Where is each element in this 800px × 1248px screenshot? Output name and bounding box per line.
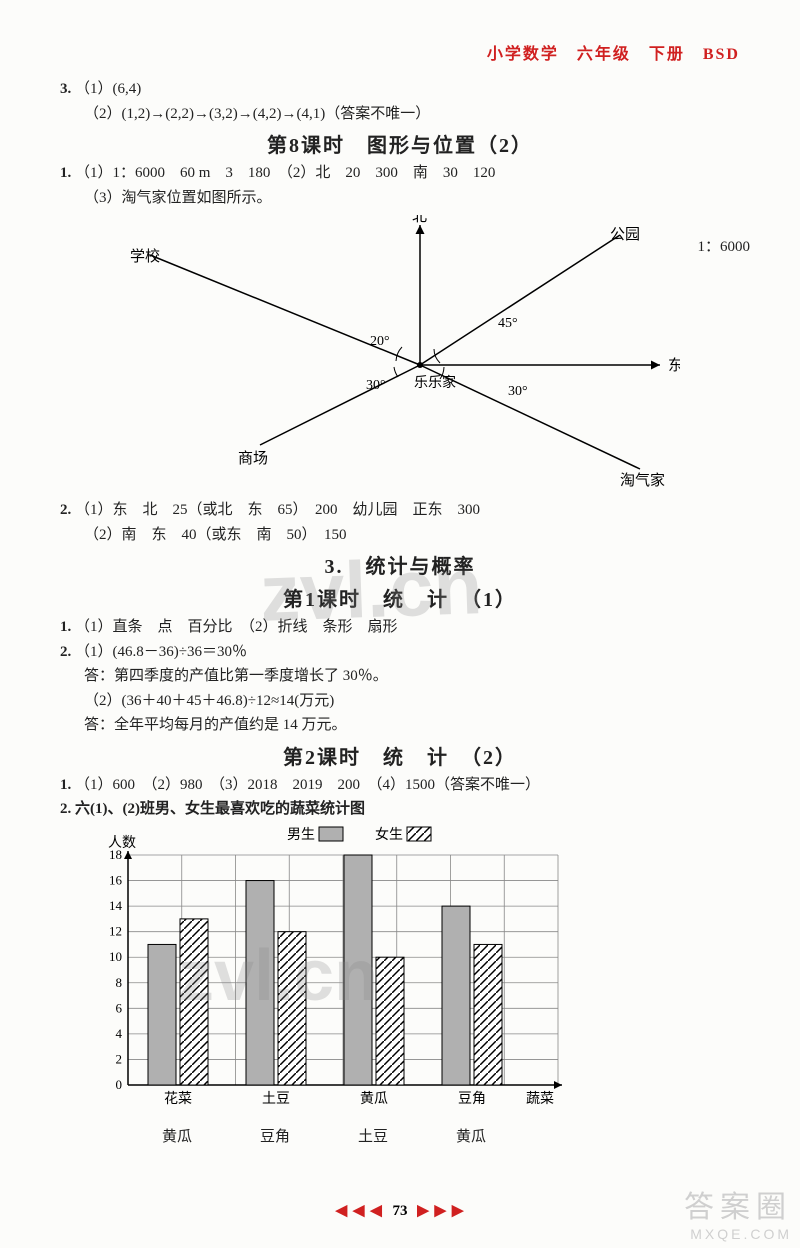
svg-text:北: 北 bbox=[412, 215, 427, 225]
diagram-scale: 1：6000 bbox=[697, 235, 750, 256]
q3-line1: 3. （1）(6,4) bbox=[60, 78, 740, 101]
s3l2-q1-num: 1. bbox=[60, 777, 71, 793]
svg-text:蔬菜: 蔬菜 bbox=[526, 1091, 554, 1107]
s3l1-q2-l4: 答：全年平均每月的产值约是 14 万元。 bbox=[60, 714, 740, 737]
l8-q1-text1: （1）1：6000 60 m 3 180 （2）北 20 300 南 30 12… bbox=[75, 165, 495, 181]
l8-q2-num: 2. bbox=[60, 502, 71, 518]
svg-text:14: 14 bbox=[109, 898, 123, 913]
page-root: 小学数学 六年级 下册 BSD 3. （1）(6,4) （2）(1,2)→(2,… bbox=[0, 0, 800, 1248]
s3l1-q1-num: 1. bbox=[60, 619, 71, 635]
q3-text1: （1）(6,4) bbox=[75, 81, 141, 97]
svg-text:公园: 公园 bbox=[610, 226, 640, 243]
page-header: 小学数学 六年级 下册 BSD bbox=[60, 40, 740, 64]
page-footer: ◀ ◀ ◀ 73 ▶ ▶ ▶ bbox=[0, 1201, 800, 1220]
svg-text:30°: 30° bbox=[366, 378, 386, 393]
s3l2-q2-header: 2. 六(1)、(2)班男、女生最喜欢吃的蔬菜统计图 bbox=[60, 798, 740, 821]
svg-text:45°: 45° bbox=[498, 316, 518, 331]
svg-text:0: 0 bbox=[116, 1077, 123, 1092]
svg-text:黄瓜: 黄瓜 bbox=[360, 1090, 388, 1107]
s3l2-q1-text: （1）600 （2）980 （3）2018 2019 200 （4）1500（答… bbox=[75, 777, 540, 793]
l8-q1-num: 1. bbox=[60, 165, 71, 181]
l8-q2-line2: （2）南 东 40（或东 南 50） 150 bbox=[60, 524, 740, 547]
footer-right-arrows: ▶ ▶ ▶ bbox=[417, 1203, 464, 1219]
svg-text:商场: 商场 bbox=[238, 450, 268, 467]
l8-q1-line1: 1. （1）1：6000 60 m 3 180 （2）北 20 300 南 30… bbox=[60, 162, 740, 185]
svg-text:女生: 女生 bbox=[375, 826, 403, 843]
l8-q1-line2: （3）淘气家位置如图所示。 bbox=[60, 187, 740, 210]
svg-text:30°: 30° bbox=[508, 384, 528, 399]
diagram-svg: 学校 公园东 北商场淘气家 乐乐家 20° 30° 45° 30° bbox=[120, 215, 680, 495]
section3-title: 3. 统计与概率 bbox=[60, 550, 740, 579]
s3l1-q2-l2: 答：第四季度的产值比第一季度增长了 30％。 bbox=[60, 665, 740, 688]
chart-title: 六(1)、(2)班男、女生最喜欢吃的蔬菜统计图 bbox=[75, 801, 365, 817]
svg-text:12: 12 bbox=[109, 923, 122, 938]
chart-categories-line2: 黄瓜豆角土豆黄瓜 bbox=[128, 1125, 740, 1146]
svg-text:人数: 人数 bbox=[108, 835, 136, 851]
q3-line2: （2）(1,2)→(2,2)→(3,2)→(4,2)→(4,1)（答案不唯一） bbox=[60, 103, 740, 126]
svg-text:20°: 20° bbox=[370, 334, 390, 349]
svg-text:4: 4 bbox=[116, 1025, 123, 1040]
lesson2-title: 第2课时 统 计 （2） bbox=[60, 741, 740, 770]
svg-text:乐乐家: 乐乐家 bbox=[414, 374, 456, 391]
lesson1-title: 第1课时 统 计 （1） bbox=[60, 583, 740, 612]
corner-watermark: 答案圈 MXQE.COM bbox=[684, 1182, 792, 1242]
footer-pagenum: 73 bbox=[393, 1203, 408, 1219]
svg-text:男生: 男生 bbox=[287, 827, 315, 843]
s3l1-q1: 1. （1）直条 点 百分比 （2）折线 条形 扇形 bbox=[60, 616, 740, 639]
svg-text:淘气家: 淘气家 bbox=[620, 472, 665, 489]
bar-chart: 024681012141618人数男生女生花菜土豆黄瓜豆角蔬菜 zvl.cn bbox=[88, 825, 568, 1125]
svg-text:花菜: 花菜 bbox=[164, 1091, 192, 1107]
s3l1-q2-num: 2. bbox=[60, 644, 71, 660]
compass-diagram: 1：6000 学校公园东北商场淘气家乐乐家20°30°45°30° bbox=[120, 215, 680, 495]
svg-text:8: 8 bbox=[116, 974, 123, 989]
s3l2-q2-num: 2. bbox=[60, 801, 71, 817]
svg-text:2: 2 bbox=[116, 1051, 123, 1066]
q3-num: 3. bbox=[60, 81, 71, 97]
svg-text:东: 东 bbox=[668, 357, 680, 374]
svg-text:学校: 学校 bbox=[130, 248, 160, 265]
l8-q2-line1: 2. （1）东 北 25（或北 东 65） 200 幼儿园 正东 300 bbox=[60, 499, 740, 522]
s3l1-q1-text: （1）直条 点 百分比 （2）折线 条形 扇形 bbox=[75, 619, 398, 635]
corner-wm-l1: 答案圈 bbox=[684, 1182, 792, 1226]
s3l2-q1: 1. （1）600 （2）980 （3）2018 2019 200 （4）150… bbox=[60, 774, 740, 797]
svg-text:豆角: 豆角 bbox=[458, 1091, 486, 1107]
l8-q2-text1: （1）东 北 25（或北 东 65） 200 幼儿园 正东 300 bbox=[75, 502, 480, 518]
lesson8-title: 第8课时 图形与位置（2） bbox=[60, 129, 740, 158]
s3l1-q2-l1: 2. （1）(46.8－36)÷36＝30％ bbox=[60, 641, 740, 664]
svg-text:6: 6 bbox=[116, 1000, 123, 1015]
chart-svg: 024681012141618人数男生女生花菜土豆黄瓜豆角蔬菜 bbox=[88, 825, 568, 1125]
corner-wm-l2: MXQE.COM bbox=[684, 1226, 792, 1242]
svg-text:16: 16 bbox=[109, 872, 123, 887]
svg-text:土豆: 土豆 bbox=[262, 1091, 290, 1107]
s3l1-q2-t1: （1）(46.8－36)÷36＝30％ bbox=[75, 644, 247, 660]
s3l1-q2-l3: （2）(36＋40＋45＋46.8)÷12≈14(万元) bbox=[60, 690, 740, 713]
svg-text:10: 10 bbox=[109, 949, 122, 964]
footer-left-arrows: ◀ ◀ ◀ bbox=[336, 1203, 383, 1219]
